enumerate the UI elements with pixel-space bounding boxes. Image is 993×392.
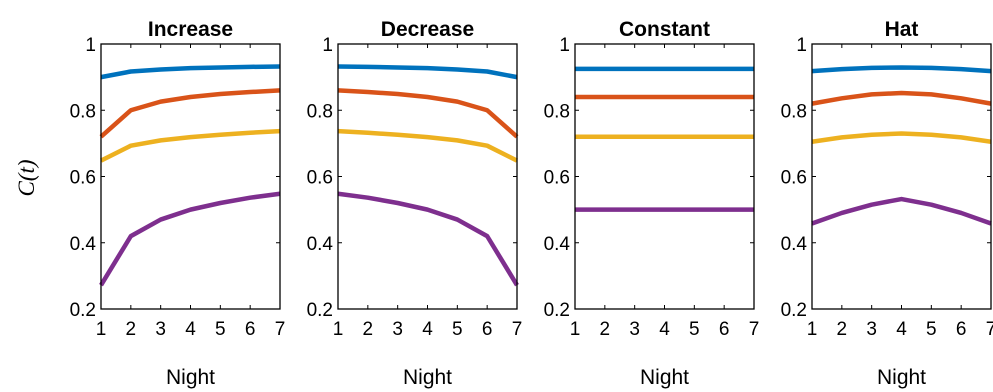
x-tick-label: 1 — [570, 319, 581, 340]
x-tick-label: 6 — [956, 319, 967, 340]
y-tick-label: 0.6 — [544, 168, 570, 189]
series-line-1 — [811, 65, 992, 74]
x-axis-label: Night — [166, 366, 215, 389]
plot-frame — [574, 43, 755, 310]
y-tick-label: 0.2 — [544, 300, 570, 321]
y-tick-label: 0.6 — [781, 168, 807, 189]
y-tick-label: 1 — [796, 35, 807, 56]
x-tick-label: 7 — [749, 319, 760, 340]
y-tick-label: 0.4 — [544, 234, 571, 255]
panels: 0.20.40.60.811 2 3 4 5 6 7IncreaseNight0.20.40… — [70, 18, 993, 389]
y-tick-label: 0.6 — [70, 168, 96, 189]
x-tick-label: 4 — [185, 319, 196, 340]
x-axis-label: Night — [403, 366, 452, 389]
x-tick-label: 7 — [986, 319, 993, 340]
series-line-1 — [337, 64, 518, 80]
y-tick-label: 0.8 — [781, 101, 807, 122]
x-axis-label: Night — [877, 366, 926, 389]
y-tick-label: 1 — [85, 35, 96, 56]
y-tick-label: 0.4 — [781, 234, 808, 255]
plot-frame — [337, 43, 518, 310]
x-tick-label: 2 — [600, 319, 611, 340]
x-tick-label: 1 — [96, 319, 107, 340]
x-tick-label: 1 — [807, 319, 818, 340]
plot-frame — [811, 43, 992, 310]
x-tick-label: 6 — [245, 319, 256, 340]
series-line-4 — [337, 191, 519, 287]
x-tick-label: 2 — [126, 319, 137, 340]
x-axis-label: Night — [640, 366, 689, 389]
y-tick-label: 1 — [322, 35, 333, 56]
y-tick-label: 0.8 — [70, 101, 96, 122]
y-tick-label: 0.2 — [70, 300, 96, 321]
panel-title: Hat — [885, 18, 919, 41]
y-axis-label: C(t) — [14, 159, 39, 196]
x-tick-label: 7 — [275, 319, 286, 340]
series-line-3 — [99, 128, 281, 163]
series-line-4 — [99, 191, 281, 287]
series-line-2 — [337, 88, 519, 139]
x-tick-label: 3 — [866, 319, 877, 340]
series-line-4 — [811, 196, 992, 226]
y-tick-label: 0.8 — [307, 101, 333, 122]
y-tick-label: 0.6 — [307, 168, 333, 189]
x-tick-label: 1 — [333, 319, 344, 340]
y-tick-label: 0.2 — [781, 300, 807, 321]
x-tick-label: 5 — [926, 319, 937, 340]
series-line-1 — [100, 64, 281, 80]
series-line-2 — [99, 88, 281, 139]
y-tick-label: 1 — [559, 35, 570, 56]
x-tick-label: 2 — [363, 319, 374, 340]
y-tick-label: 0.4 — [307, 234, 334, 255]
series-line-2 — [811, 90, 992, 106]
x-tick-label: 2 — [837, 319, 848, 340]
y-tick-label: 0.8 — [544, 101, 570, 122]
x-tick-label: 4 — [896, 319, 907, 340]
x-tick-label: 3 — [155, 319, 166, 340]
x-tick-label: 5 — [689, 319, 700, 340]
y-tick-label: 0.4 — [70, 234, 97, 255]
panel-title: Increase — [148, 18, 233, 41]
x-tick-label: 7 — [512, 319, 523, 340]
x-tick-label: 3 — [392, 319, 403, 340]
x-tick-label: 4 — [659, 319, 670, 340]
plot-frame — [100, 43, 281, 310]
series-line-3 — [337, 128, 519, 163]
y-tick-label: 0.2 — [307, 300, 333, 321]
x-tick-label: 5 — [452, 319, 463, 340]
x-tick-label: 3 — [629, 319, 640, 340]
x-tick-label: 6 — [482, 319, 493, 340]
x-tick-label: 6 — [719, 319, 730, 340]
panel-title: Decrease — [381, 18, 474, 41]
x-tick-label: 4 — [422, 319, 433, 340]
series-line-3 — [811, 131, 992, 144]
x-tick-label: 5 — [215, 319, 226, 340]
panel-title: Constant — [619, 18, 710, 41]
